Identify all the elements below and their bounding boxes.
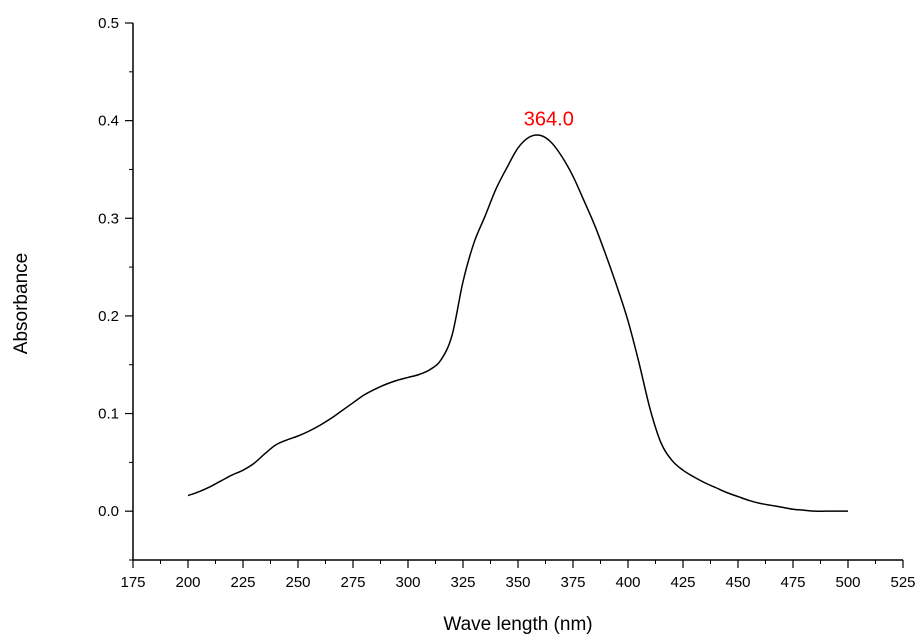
x-tick-label: 425 bbox=[670, 574, 695, 591]
peak-label: 364.0 bbox=[524, 108, 574, 130]
x-tick-label: 525 bbox=[890, 574, 915, 591]
x-tick-label: 175 bbox=[120, 574, 145, 591]
axes bbox=[132, 23, 903, 561]
series-group bbox=[187, 134, 848, 513]
y-tick-label: 0.4 bbox=[98, 113, 119, 130]
x-tick-label: 500 bbox=[835, 574, 860, 591]
x-tick-label: 275 bbox=[340, 574, 365, 591]
y-tick-label: 0.5 bbox=[98, 15, 119, 32]
y-tick-label: 0.2 bbox=[98, 308, 119, 325]
x-tick-label: 300 bbox=[395, 574, 420, 591]
y-tick-label: 0.0 bbox=[98, 503, 119, 520]
y-axis-title: Absorbance bbox=[11, 253, 32, 354]
x-tick-label: 225 bbox=[230, 574, 255, 591]
x-tick-label: 200 bbox=[175, 574, 200, 591]
x-tick-label: 350 bbox=[505, 574, 530, 591]
y-tick-label: 0.3 bbox=[98, 210, 119, 227]
x-tick-label: 375 bbox=[560, 574, 585, 591]
annotations: 364.0 bbox=[524, 108, 574, 130]
x-tick-label: 250 bbox=[285, 574, 310, 591]
x-tick-label: 475 bbox=[780, 574, 805, 591]
x-axis-title: Wave length (nm) bbox=[443, 614, 592, 635]
x-tick-label: 325 bbox=[450, 574, 475, 591]
absorbance-curve bbox=[187, 134, 848, 513]
y-tick-label: 0.1 bbox=[98, 406, 119, 423]
x-axis-ticks: 175 200 225 250 275 300 325 350 375 400 425 450 475 5… bbox=[120, 560, 916, 591]
y-axis-ticks: 0.0 0.1 0.2 0.3 0.4 0.5 bbox=[98, 15, 133, 561]
x-tick-label: 450 bbox=[725, 574, 750, 591]
x-tick-label: 400 bbox=[615, 574, 640, 591]
